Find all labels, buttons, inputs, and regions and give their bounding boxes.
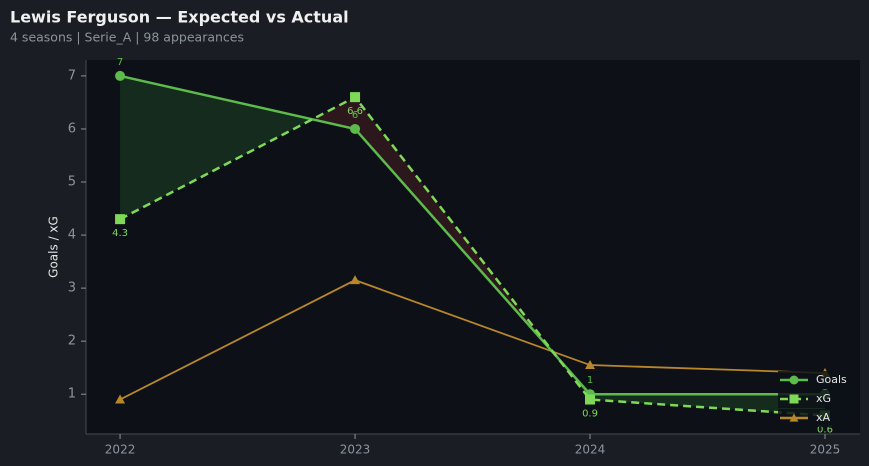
data-label: 4.3 — [112, 228, 128, 239]
y-tick-label: 2 — [68, 334, 76, 349]
data-label: 6.6 — [347, 106, 363, 117]
legend-label: Goals — [816, 373, 847, 386]
difference-area — [590, 394, 825, 416]
y-tick-label: 3 — [68, 281, 76, 296]
x-tick-label: 2024 — [575, 443, 606, 457]
legend-marker — [789, 413, 799, 422]
point — [350, 123, 361, 134]
legend-marker — [789, 375, 799, 385]
data-label: 0.9 — [582, 409, 598, 420]
data-label: 7 — [117, 57, 123, 68]
legend-label: xA — [816, 411, 831, 424]
series-line — [119, 74, 825, 396]
point — [350, 275, 361, 285]
x-tick-label: 2025 — [810, 443, 841, 457]
x-tick-label: 2023 — [340, 443, 371, 457]
chart-subtitle: 4 seasons | Serie_A | 98 appearances — [10, 30, 244, 45]
y-tick-label: 7 — [68, 68, 76, 83]
difference-area — [120, 75, 313, 220]
point — [585, 394, 596, 405]
data-label: 6 — [352, 110, 358, 121]
y-axis-label: Goals / xG — [47, 216, 61, 278]
point — [115, 70, 126, 81]
legend: Goals xG xA — [778, 371, 858, 427]
point — [115, 214, 126, 225]
y-tick-label: 6 — [68, 121, 76, 136]
legend-background — [778, 409, 858, 427]
point — [350, 92, 361, 103]
series-line — [119, 279, 826, 401]
y-tick-label: 5 — [68, 175, 76, 190]
data-label: 1 — [587, 375, 593, 386]
legend-marker — [789, 394, 799, 404]
point — [115, 394, 126, 404]
y-tick-label: 4 — [68, 228, 76, 243]
legend-background — [778, 371, 858, 389]
legend-label: xG — [816, 392, 831, 405]
data-label: 0.6 — [817, 424, 833, 435]
y-tick-label: 1 — [68, 387, 76, 402]
x-tick-label: 2022 — [105, 443, 136, 457]
point — [585, 360, 596, 370]
chart-title: Lewis Ferguson — Expected vs Actual — [10, 8, 349, 27]
series-line — [119, 95, 826, 417]
